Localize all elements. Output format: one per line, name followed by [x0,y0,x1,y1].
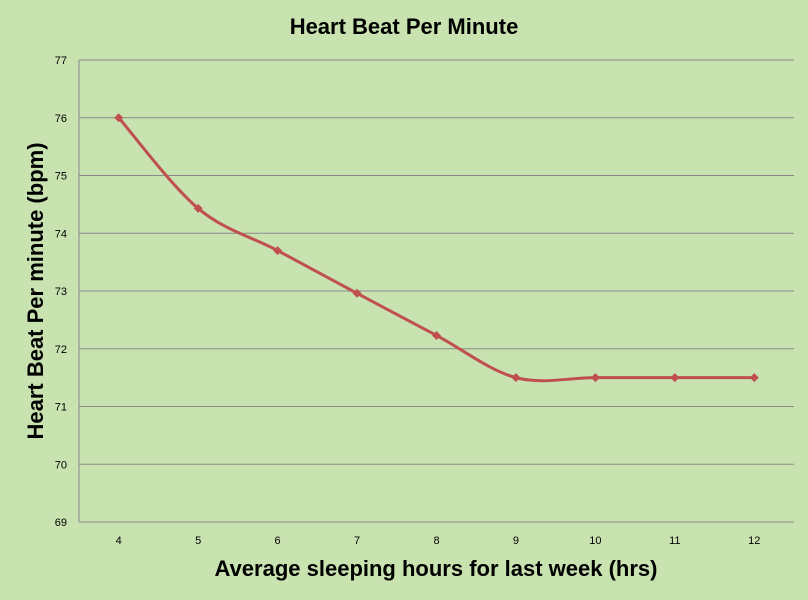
y-axis-title: Heart Beat Per minute (bpm) [23,142,48,439]
y-tick-label: 77 [55,55,67,67]
series-layer [114,113,759,383]
y-tick-label: 71 [55,402,67,414]
data-point-11 [670,373,680,383]
data-point-10 [590,373,600,383]
x-tick-label: 4 [116,535,122,547]
data-point-9 [511,373,521,383]
data-point-4 [114,113,124,123]
data-point-6 [273,246,283,256]
x-axis-ticks: 4 5 6 7 8 9 10 11 12 [116,535,761,547]
x-tick-label: 5 [195,535,201,547]
y-tick-label: 72 [55,344,67,356]
y-tick-label: 75 [55,171,67,183]
y-tick-label: 69 [55,517,67,529]
data-point-7 [352,288,362,298]
y-tick-label: 74 [55,228,67,240]
x-tick-label: 12 [748,535,760,547]
y-tick-label: 70 [55,459,67,471]
data-point-12 [749,373,759,383]
x-tick-label: 9 [513,535,519,547]
chart-title: Heart Beat Per Minute [290,14,519,39]
x-tick-label: 7 [354,535,360,547]
x-tick-label: 11 [669,535,680,547]
x-axis-title: Average sleeping hours for last week (hr… [215,556,658,581]
x-tick-label: 8 [433,535,439,547]
gridlines [78,59,794,523]
y-axis-ticks: 69 70 71 72 73 74 75 76 77 [55,55,67,529]
y-tick-label: 76 [55,113,67,125]
data-point-8 [432,330,441,340]
data-point-5 [193,203,203,213]
y-tick-label: 73 [55,286,67,298]
series-line [117,116,756,383]
x-tick-label: 10 [589,535,601,547]
x-tick-label: 6 [275,535,281,547]
